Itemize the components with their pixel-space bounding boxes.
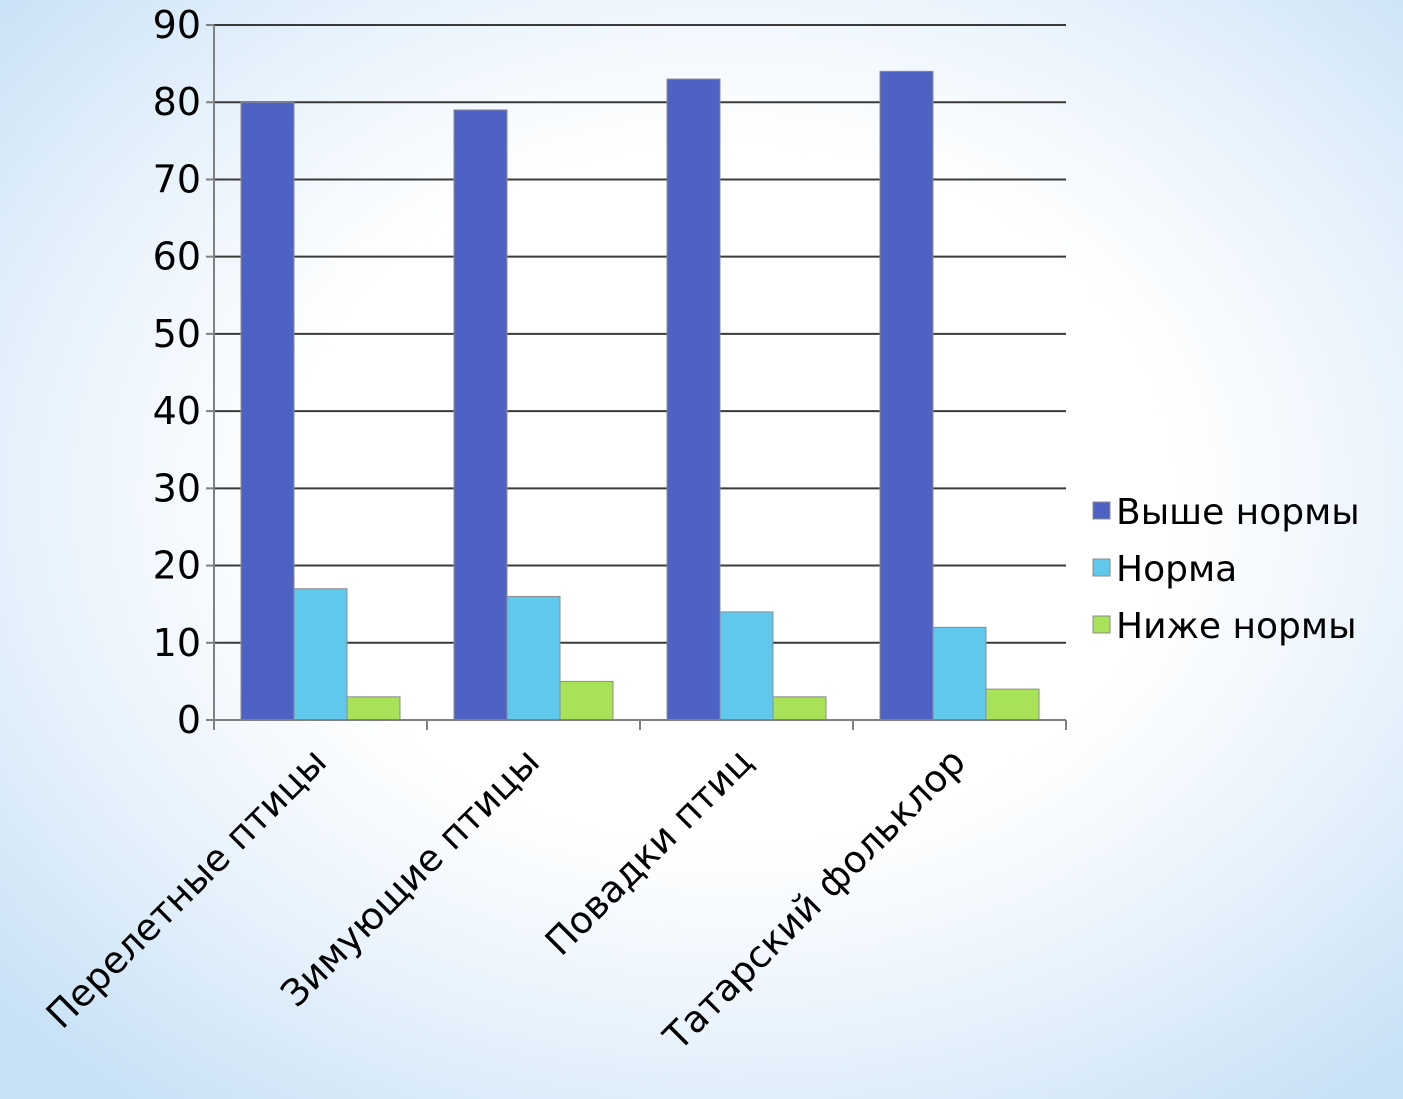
bar <box>293 588 348 721</box>
y-tick-label: 0 <box>177 698 201 742</box>
y-axis-ticks: 0 10 20 30 40 50 60 70 80 90 <box>153 3 214 742</box>
bar <box>932 626 987 721</box>
x-axis-ticks <box>213 720 1067 730</box>
bar <box>559 680 614 721</box>
y-tick-label: 30 <box>153 466 201 510</box>
legend-swatch <box>1092 501 1111 520</box>
y-tick-label: 50 <box>153 312 201 356</box>
y-tick-label: 40 <box>153 389 201 433</box>
legend-label: Норма <box>1116 549 1237 590</box>
bar <box>772 696 827 721</box>
bars <box>240 70 1040 721</box>
x-category-label: Повадки птиц <box>537 740 761 964</box>
y-tick-label: 80 <box>153 80 201 124</box>
bar <box>346 696 401 721</box>
bar <box>506 595 561 721</box>
legend-label: Выше нормы <box>1116 492 1360 533</box>
gridlines <box>214 24 1066 644</box>
y-tick-label: 70 <box>153 157 201 201</box>
legend-swatch <box>1092 558 1111 577</box>
legend-swatch <box>1092 615 1111 634</box>
bar <box>240 101 295 721</box>
legend: Выше нормы Норма Ниже нормы <box>1092 492 1360 647</box>
bar <box>453 109 508 721</box>
bar <box>719 611 774 721</box>
y-tick-label: 90 <box>153 3 201 47</box>
bar <box>666 78 721 721</box>
y-tick-label: 10 <box>153 621 201 665</box>
bar <box>985 688 1040 721</box>
legend-label: Ниже нормы <box>1116 606 1357 647</box>
y-tick-label: 60 <box>153 235 201 279</box>
y-tick-label: 20 <box>153 544 201 588</box>
bar <box>879 70 934 721</box>
